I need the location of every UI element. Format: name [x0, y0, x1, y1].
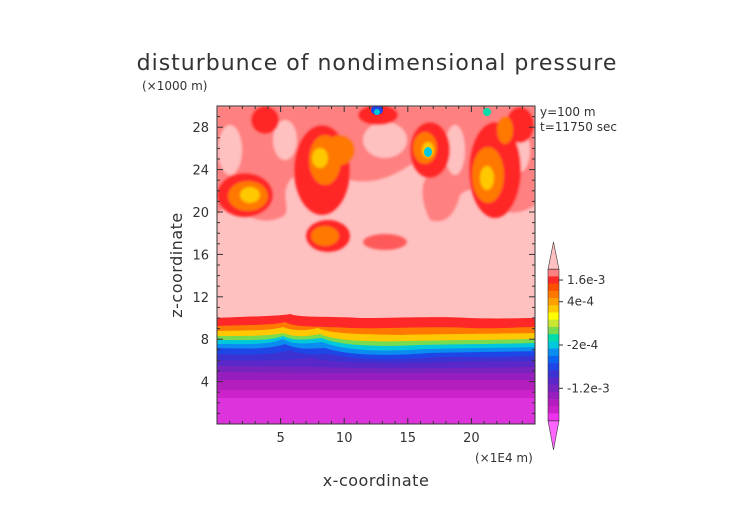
- colorbar-swatch: [548, 377, 559, 385]
- y-tick-label: 24: [192, 164, 209, 179]
- x-axis: 5 10 15 20: [229, 106, 523, 446]
- colorbar: [547, 241, 560, 451]
- colorbar-swatch: [548, 319, 559, 328]
- colorbar-swatch: [548, 312, 559, 321]
- colorbar-swatch: [548, 305, 559, 313]
- annotation-y: y=100 m: [540, 105, 596, 119]
- y-tick-label: 12: [192, 291, 209, 306]
- y-tick-label: 20: [192, 206, 209, 221]
- green-core: [483, 108, 491, 116]
- y-axis-title: z-coordinate: [167, 212, 186, 318]
- y-unit-label: (×1000 m): [142, 79, 207, 93]
- x-axis-title: x-coordinate: [323, 471, 430, 490]
- colorbar-swatch: [548, 413, 559, 422]
- colorbar-swatch: [548, 298, 559, 306]
- colorbar-label: -2e-4: [567, 338, 598, 352]
- colorbar-swatch: [548, 276, 559, 284]
- x-unit-label: (×1E4 m): [475, 451, 533, 465]
- colorbar-swatch: [548, 341, 559, 349]
- upper-disturbance-cells: [217, 106, 535, 252]
- x-tick-label: 20: [463, 431, 480, 446]
- annotation-time: t=11750 sec: [540, 120, 617, 134]
- y-tick-label: 16: [192, 248, 209, 263]
- colorbar-bottom-arrow: [547, 420, 560, 451]
- colorbar-swatch: [548, 334, 559, 342]
- colorbar-swatch: [548, 290, 559, 299]
- y-tick-label: 8: [201, 333, 209, 348]
- lower-layers: [217, 314, 535, 424]
- colorbar-labels: 1.6e-3 4e-4 -2e-4 -1.2e-3: [559, 273, 610, 395]
- cyan-core: [374, 109, 380, 115]
- colorbar-swatch: [548, 348, 559, 357]
- x-tick-label: 5: [276, 431, 284, 446]
- colorbar-swatch: [548, 269, 559, 277]
- colorbar-top-arrow: [547, 241, 560, 270]
- colorbar-label: 4e-4: [567, 295, 594, 309]
- colorbar-label: -1.2e-3: [567, 381, 610, 395]
- x-tick-label: 15: [400, 431, 417, 446]
- y-tick-label: 4: [201, 376, 209, 391]
- colorbar-swatch: [548, 391, 559, 400]
- cyan-core-2: [424, 147, 432, 157]
- colorbar-label: 1.6e-3: [567, 273, 605, 287]
- contour-field: [217, 106, 535, 424]
- colorbar-swatch: [548, 355, 559, 364]
- colorbar-swatch: [548, 384, 559, 393]
- colorbar-swatch: [548, 399, 559, 407]
- colorbar-swatch: [548, 363, 559, 371]
- colorbar-swatch: [548, 406, 559, 414]
- colorbar-swatch: [548, 370, 559, 378]
- y-axis: 4 8 12 16 20 24 28: [192, 116, 535, 414]
- chart-title: disturbunce of nondimensional pressure: [137, 51, 618, 76]
- colorbar-swatch: [548, 326, 559, 335]
- x-tick-label: 10: [336, 431, 353, 446]
- colorbar-swatch: [548, 283, 559, 292]
- y-tick-label: 28: [192, 121, 209, 136]
